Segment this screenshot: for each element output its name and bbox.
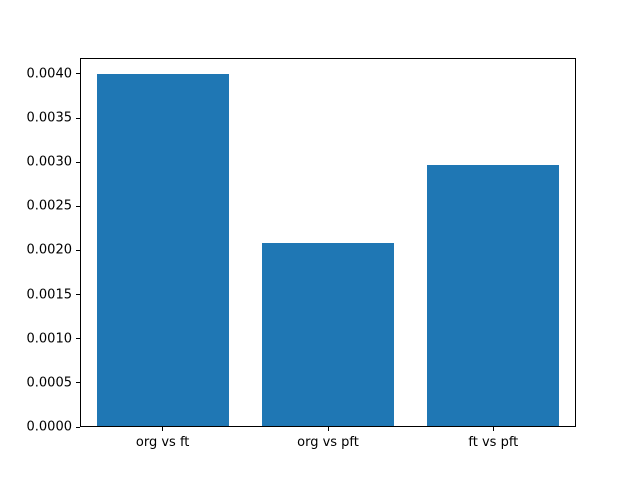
y-tick-mark	[76, 338, 80, 340]
x-tick-label: org vs ft	[135, 435, 190, 450]
x-tick-label: ft vs pft	[468, 435, 519, 450]
y-tick-label: 0.0020	[26, 242, 73, 258]
y-tick-mark	[76, 161, 80, 163]
y-tick-mark	[76, 249, 80, 251]
y-tick-label: 0.0030	[26, 154, 73, 170]
y-tick-label: 0.0040	[26, 66, 73, 82]
plot-area	[80, 58, 576, 427]
bar	[261, 243, 395, 426]
y-tick-mark	[76, 294, 80, 296]
y-tick-mark	[76, 205, 80, 207]
x-tick-mark	[162, 427, 164, 431]
y-tick-label: 0.0010	[26, 331, 73, 347]
bar	[96, 74, 229, 426]
y-tick-mark	[76, 73, 80, 75]
y-tick-mark	[76, 382, 80, 384]
y-tick-label: 0.0025	[26, 198, 73, 214]
y-tick-label: 0.0015	[26, 287, 73, 303]
x-tick-mark	[327, 427, 329, 431]
y-tick-label: 0.0035	[26, 110, 73, 126]
y-tick-mark	[76, 117, 80, 119]
x-tick-mark	[492, 427, 494, 431]
y-tick-label: 0.0005	[26, 375, 73, 391]
bar	[427, 165, 560, 426]
x-tick-label: org vs pft	[297, 435, 359, 450]
y-tick-mark	[76, 426, 80, 428]
y-tick-label: 0.0000	[26, 419, 73, 435]
